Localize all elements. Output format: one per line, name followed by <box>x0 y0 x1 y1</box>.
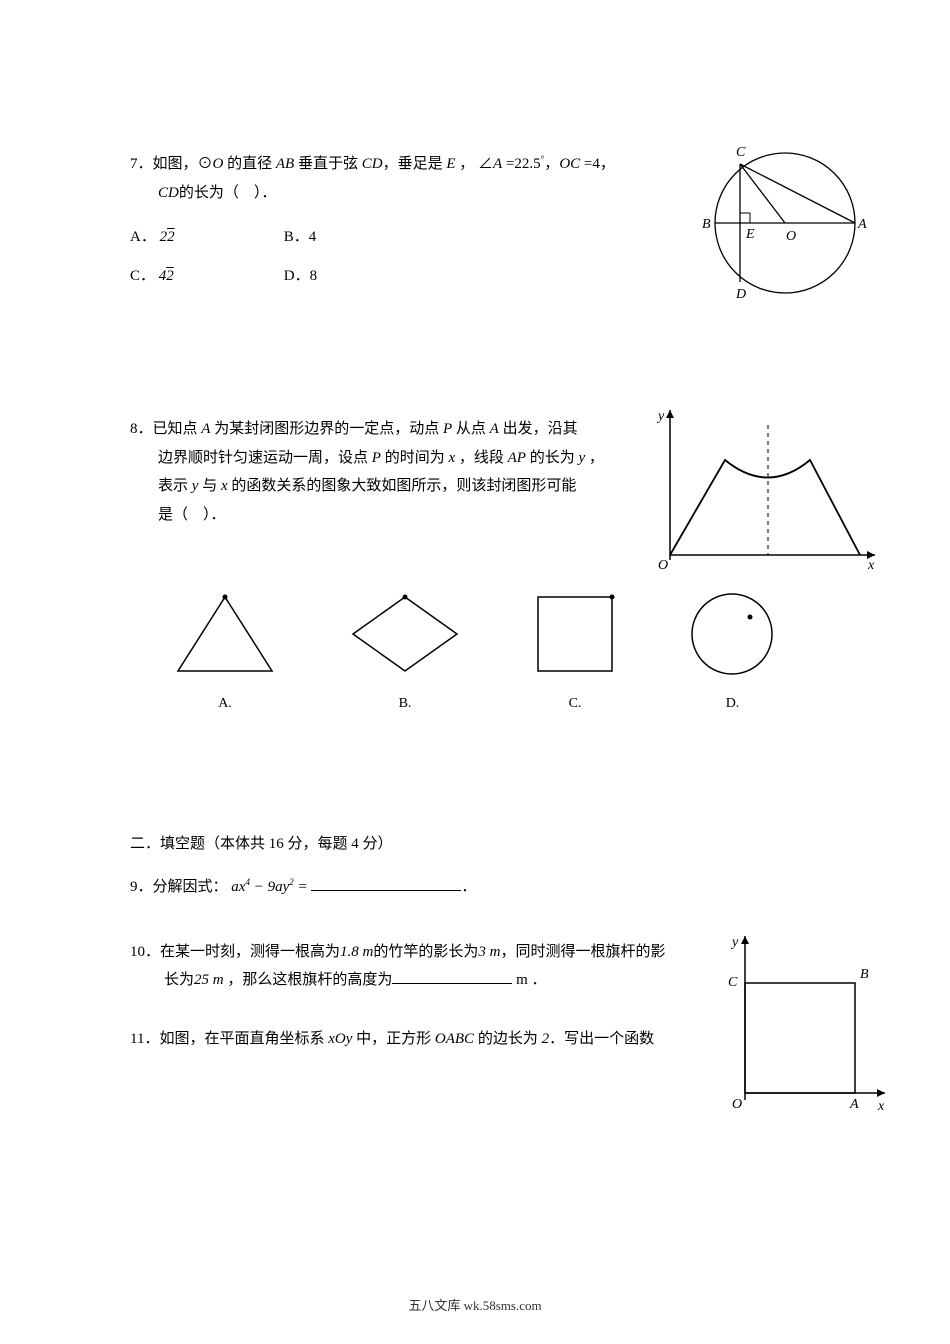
lbl-x: x <box>867 558 875 573</box>
lbl-O: O <box>786 229 796 244</box>
q8-text: 8．已知点 A 为某封闭图形边界的一定点，动点 P 从点 A 出发，沿其 边界顺… <box>130 415 630 529</box>
q7-opt-a: A． 22 <box>130 225 280 246</box>
page-footer: 五八文库 wk.58sms.com <box>0 1295 950 1314</box>
q7-text: 7．如图，⊙O 的直径 AB 垂直于弦 CD，垂足是 E ， ∠A =22.5°… <box>130 150 640 207</box>
q10-blank <box>392 968 512 984</box>
question-11: 11．如图，在平面直角坐标系 xOy 中，正方形 OABC 的边长为 2．写出一… <box>130 1025 695 1054</box>
question-9: 9．分解因式： ax4 − 9ay2 = ． <box>130 873 820 902</box>
svg-text:y: y <box>730 935 739 950</box>
lbl-C: C <box>736 145 746 160</box>
q10-text: 10．在某一时刻，测得一根高为1.8 m的竹竿的影长为3 m，同时测得一根旗杆的… <box>130 938 695 995</box>
question-10: 10．在某一时刻，测得一根高为1.8 m的竹竿的影长为3 m，同时测得一根旗杆的… <box>130 938 820 995</box>
question-7: 7．如图，⊙O 的直径 AB 垂直于弦 CD，垂足是 E ， ∠A =22.5°… <box>130 150 820 285</box>
q9-num: 9． <box>130 879 153 895</box>
q7-num: 7． <box>130 156 153 172</box>
svg-text:C: C <box>728 975 738 990</box>
question-8: 8．已知点 A 为某封闭图形边界的一定点，动点 P 从点 A 出发，沿其 边界顺… <box>130 415 820 712</box>
q7-opt-c: C． 42 <box>130 264 280 285</box>
svg-text:x: x <box>877 1099 885 1114</box>
q7-opt-b: B．4 <box>284 225 434 246</box>
q8-shapes: A. B. C. D. <box>130 589 820 712</box>
lbl-E: E <box>745 227 755 242</box>
shape-c: C. <box>530 589 620 712</box>
q7-figure: C B E O A D <box>690 138 870 313</box>
q9-blank <box>311 875 461 891</box>
section-2-title: 二．填空题（本体共 16 分，每题 4 分） <box>130 832 820 853</box>
shape-b: B. <box>345 589 465 712</box>
q11-figure: y O x A B C <box>720 928 890 1123</box>
lbl-O: O <box>658 558 668 573</box>
shape-d: D. <box>685 589 780 712</box>
q8-num: 8． <box>130 421 153 437</box>
lbl-y: y <box>656 409 665 424</box>
q8-graph: y O x <box>650 405 880 580</box>
svg-text:A: A <box>849 1097 859 1112</box>
svg-text:O: O <box>732 1097 742 1112</box>
lbl-D: D <box>735 287 746 302</box>
lbl-A: A <box>857 217 867 232</box>
svg-text:B: B <box>860 967 869 982</box>
lbl-B: B <box>702 217 711 232</box>
q7-opt-d: D．8 <box>284 264 434 285</box>
shape-a: A. <box>170 589 280 712</box>
q10-num: 10． <box>130 944 160 960</box>
q11-num: 11． <box>130 1031 159 1047</box>
